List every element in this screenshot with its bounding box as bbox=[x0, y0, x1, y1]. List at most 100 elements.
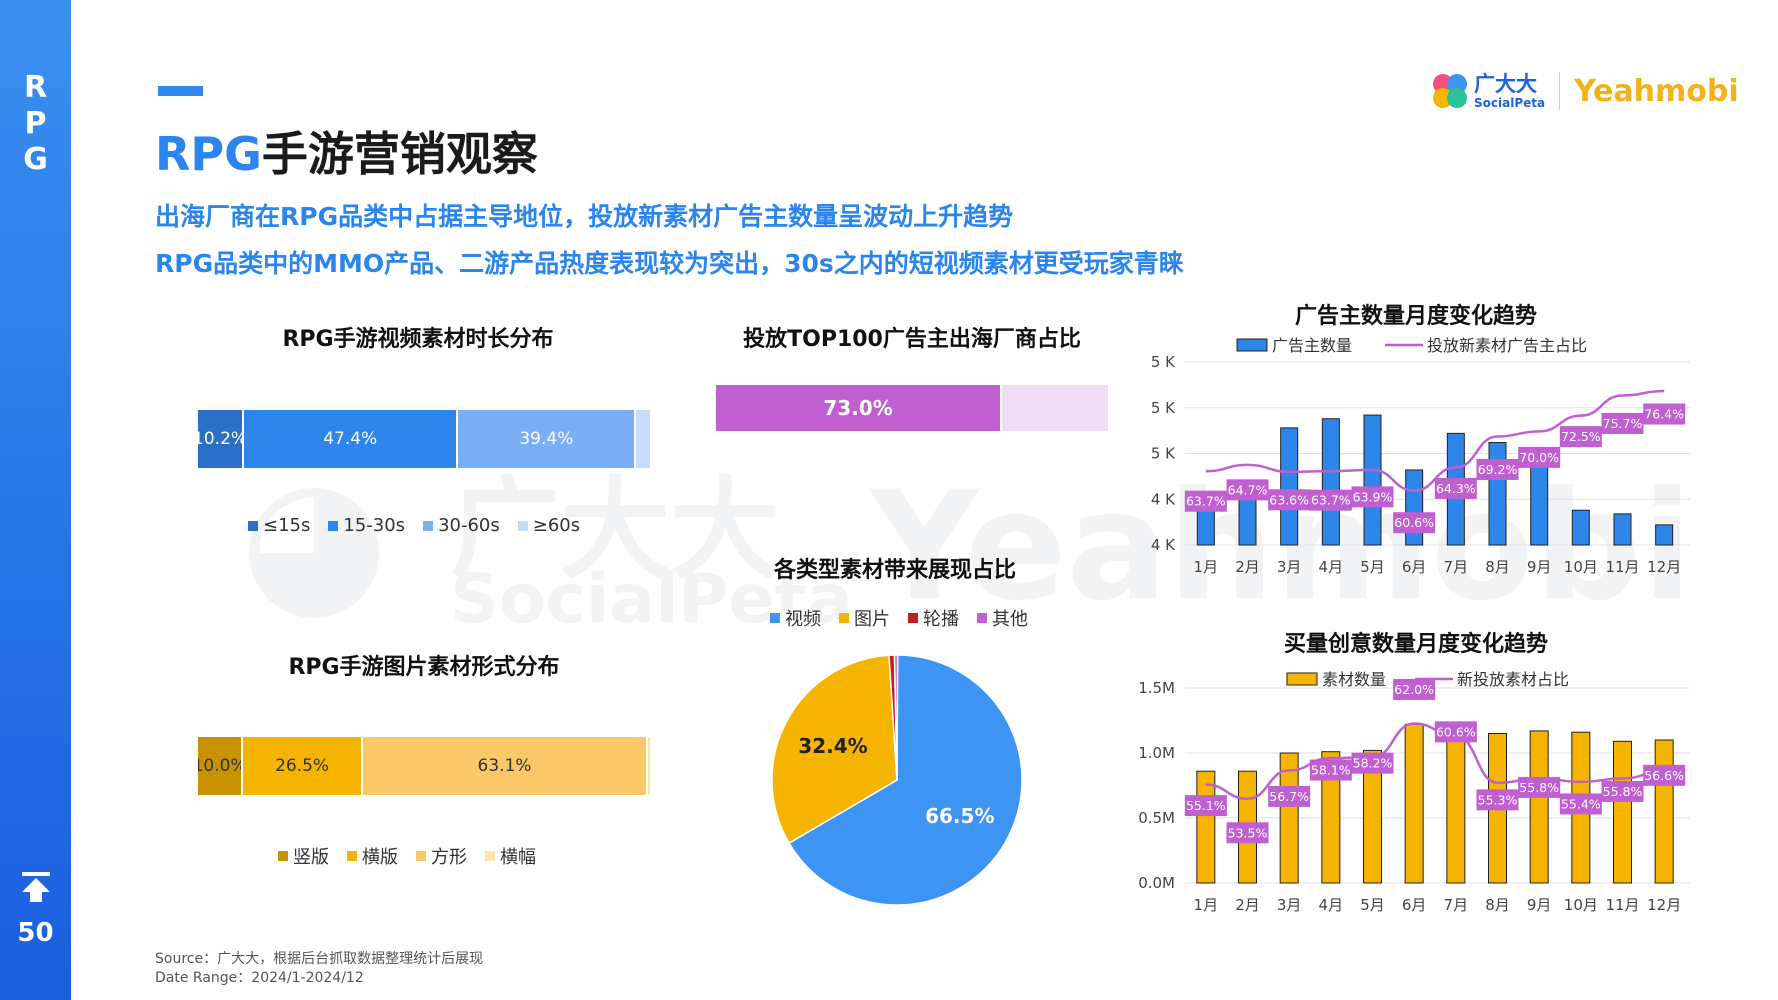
legend-label: 广告主数量 bbox=[1272, 336, 1352, 355]
line-data-label-text: 55.4% bbox=[1561, 796, 1601, 811]
line-data-label: 64.3% bbox=[1434, 477, 1477, 499]
subtitle-1: 出海厂商在RPG品类中占据主导地位，投放新素材广告主数量呈波动上升趋势 bbox=[155, 202, 1014, 231]
x-tick-label: 5月 bbox=[1360, 558, 1385, 576]
legend-label: 横版 bbox=[362, 847, 398, 868]
line-data-label-bg bbox=[1434, 721, 1477, 743]
watermark-logo: ◕ bbox=[240, 440, 389, 638]
line-data-label-text: 69.2% bbox=[1478, 462, 1518, 477]
bar-segment: 73.0% bbox=[716, 385, 1003, 431]
bar bbox=[1654, 739, 1674, 884]
top100-title: 投放TOP100广告主出海厂商占比 bbox=[743, 327, 1081, 352]
bar bbox=[1404, 723, 1424, 884]
line-data-label-bg bbox=[1643, 403, 1686, 425]
legend-label: 图片 bbox=[854, 609, 890, 630]
bar bbox=[1613, 513, 1632, 546]
bar-segment-label: 47.4% bbox=[323, 429, 378, 449]
legend-swatch bbox=[1236, 338, 1268, 352]
x-tick-label: 2月 bbox=[1235, 558, 1260, 576]
line-data-label-bg bbox=[1226, 822, 1269, 844]
x-tick-label: 3月 bbox=[1277, 558, 1302, 576]
accent-bar bbox=[158, 86, 203, 96]
line-data-label: 53.5% bbox=[1226, 822, 1269, 844]
sidebar-letter: R bbox=[23, 70, 48, 105]
line-data-label: 55.8% bbox=[1601, 780, 1644, 802]
legend-label: 横幅 bbox=[500, 847, 536, 868]
line-data-label-text: 62.0% bbox=[1394, 682, 1434, 697]
x-tick-label: 10月 bbox=[1564, 896, 1598, 914]
legend-item: 横幅 bbox=[485, 843, 536, 869]
line-data-label-bg bbox=[1601, 412, 1644, 434]
y-tick-label: 0.5M bbox=[1138, 809, 1175, 827]
x-tick-label: 3月 bbox=[1277, 896, 1302, 914]
x-tick-label: 1月 bbox=[1194, 896, 1219, 914]
bar bbox=[1279, 752, 1299, 884]
bar bbox=[1321, 418, 1340, 546]
line-data-label-bg bbox=[1184, 795, 1227, 817]
legend-swatch bbox=[416, 851, 426, 861]
material-types-title: 各类型素材带来展现占比 bbox=[773, 558, 1016, 583]
legend-label: 15-30s bbox=[343, 515, 406, 536]
bar bbox=[1363, 414, 1382, 546]
bar-segment: 10.2% bbox=[198, 410, 245, 468]
line-data-label: 55.3% bbox=[1476, 789, 1519, 811]
legend-label: 素材数量 bbox=[1322, 670, 1386, 689]
video-duration-bar: 10.2% 47.4% 39.4% bbox=[198, 410, 650, 468]
line-data-label: 60.6% bbox=[1393, 512, 1436, 534]
legend-swatch bbox=[347, 851, 357, 861]
line-data-label: 63.9% bbox=[1351, 486, 1394, 508]
line-data-label: 70.0% bbox=[1518, 446, 1561, 468]
legend-label: 轮播 bbox=[923, 609, 959, 630]
legend-label: ≤15s bbox=[263, 515, 311, 536]
x-tick-label: 4月 bbox=[1319, 896, 1344, 914]
bar-segment: 47.4% bbox=[244, 410, 459, 468]
legend-label: 方形 bbox=[431, 847, 467, 868]
page-number: 50 bbox=[17, 918, 54, 948]
y-tick-label: 5 K bbox=[1151, 445, 1176, 463]
bar-segment bbox=[648, 737, 650, 795]
legend-label: 竖版 bbox=[293, 847, 329, 868]
legend-label: 视频 bbox=[785, 609, 821, 630]
bar bbox=[1196, 770, 1216, 884]
bar-segment-label: 73.0% bbox=[823, 396, 893, 420]
line-data-label-text: 72.5% bbox=[1561, 429, 1601, 444]
line-data-label: 63.6% bbox=[1268, 489, 1311, 511]
socialpeta-logo-icon bbox=[1433, 74, 1467, 108]
line-data-label-bg bbox=[1476, 458, 1519, 480]
creatives-title: 买量创意数量月度变化趋势 bbox=[1283, 632, 1548, 657]
legend-swatch bbox=[1286, 672, 1318, 686]
x-tick-label: 1月 bbox=[1194, 558, 1219, 576]
video-duration-legend: ≤15s 15-30s 30-60s ≥60s bbox=[248, 515, 598, 536]
legend-swatch bbox=[278, 851, 288, 861]
x-tick-label: 7月 bbox=[1444, 896, 1469, 914]
chart-legend: 素材数量 新投放素材占比 bbox=[1286, 670, 1569, 689]
date-range: Date Range：2024/1-2024/12 bbox=[155, 970, 364, 986]
sidebar-letter: P bbox=[24, 106, 47, 141]
x-tick-label: 9月 bbox=[1527, 896, 1552, 914]
legend-label: ≥60s bbox=[532, 515, 581, 536]
line-data-label-bg bbox=[1601, 780, 1644, 802]
line-data-label-bg bbox=[1268, 489, 1311, 511]
bar-segment-label: 26.5% bbox=[275, 756, 330, 776]
back-to-top-icon[interactable] bbox=[20, 870, 52, 904]
legend-item: 其他 bbox=[977, 605, 1028, 631]
legend-swatch bbox=[977, 613, 987, 623]
line-data-label-bg bbox=[1309, 489, 1352, 511]
chart-legend: 广告主数量 投放新素材广告主占比 bbox=[1236, 336, 1587, 355]
x-tick-label: 12月 bbox=[1647, 896, 1681, 914]
line-data-label: 56.6% bbox=[1643, 764, 1686, 786]
line-data-label: 63.7% bbox=[1184, 490, 1227, 512]
source-line: Source：广大大，根据后台抓取数据整理统计后展现 bbox=[155, 951, 484, 967]
x-tick-label: 6月 bbox=[1402, 558, 1427, 576]
line-data-label-text: 56.6% bbox=[1644, 768, 1684, 783]
line-data-label-bg bbox=[1351, 486, 1394, 508]
line-data-label: 55.4% bbox=[1559, 793, 1602, 815]
line-data-label-text: 58.2% bbox=[1353, 756, 1393, 771]
line-data-label: 62.0% bbox=[1393, 678, 1436, 700]
bar bbox=[1655, 524, 1674, 546]
line-data-label-bg bbox=[1434, 477, 1477, 499]
line-data-label-text: 60.6% bbox=[1394, 515, 1434, 530]
line-data-label: 55.8% bbox=[1518, 776, 1561, 798]
legend-swatch bbox=[328, 520, 339, 531]
line-data-label: 76.4% bbox=[1643, 403, 1686, 425]
line-data-label: 55.1% bbox=[1184, 795, 1227, 817]
